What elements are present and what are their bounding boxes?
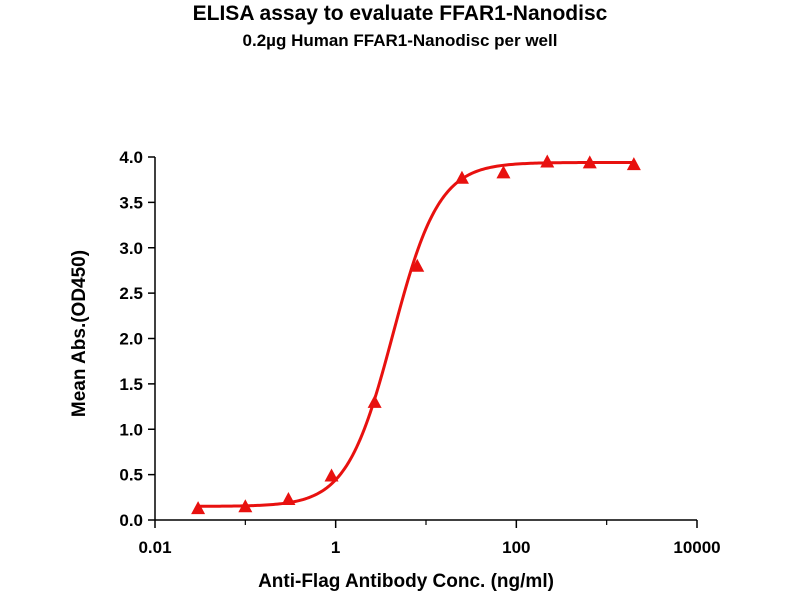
fit-curve-layer xyxy=(198,160,634,508)
y-tick-label: 1.5 xyxy=(119,375,143,394)
y-tick-label: 4.0 xyxy=(119,148,143,167)
x-tick-label: 0.01 xyxy=(138,538,171,557)
y-tick-label: 3.0 xyxy=(119,239,143,258)
y-tick-label: 2.5 xyxy=(119,284,143,303)
data-point xyxy=(238,499,253,513)
x-tick-label: 10000 xyxy=(673,538,720,557)
data-point xyxy=(626,157,641,171)
data-point xyxy=(367,394,382,408)
y-axis-title: Mean Abs.(OD450) xyxy=(69,250,90,417)
axes: 0.0 0.5 1.0 1.5 2.0 2.5 3.0 3.5 4.0 0.01 1 100 10000 xyxy=(119,148,720,557)
x-tick-label: 1 xyxy=(331,538,340,557)
x-tick-label: 100 xyxy=(502,538,530,557)
data-point xyxy=(454,170,469,184)
data-points-layer xyxy=(191,154,641,515)
fit-curve xyxy=(198,160,634,508)
y-tick-label: 2.0 xyxy=(119,330,143,349)
data-point xyxy=(410,258,425,272)
data-point xyxy=(582,155,597,169)
y-tick-label: 3.5 xyxy=(119,193,143,212)
data-point xyxy=(281,492,296,506)
data-point xyxy=(496,165,511,179)
y-tick-label: 1.0 xyxy=(119,420,143,439)
data-point xyxy=(324,468,339,482)
data-point xyxy=(191,501,206,515)
y-tick-label: 0.0 xyxy=(119,511,143,530)
x-axis-title: Anti-Flag Antibody Conc. (ng/ml) xyxy=(258,571,554,592)
chart-subtitle: 0.2µg Human FFAR1-Nanodisc per well xyxy=(242,31,558,50)
chart-title: ELISA assay to evaluate FFAR1-Nanodisc xyxy=(192,2,608,25)
data-point xyxy=(540,154,555,168)
y-tick-label: 0.5 xyxy=(119,466,143,485)
